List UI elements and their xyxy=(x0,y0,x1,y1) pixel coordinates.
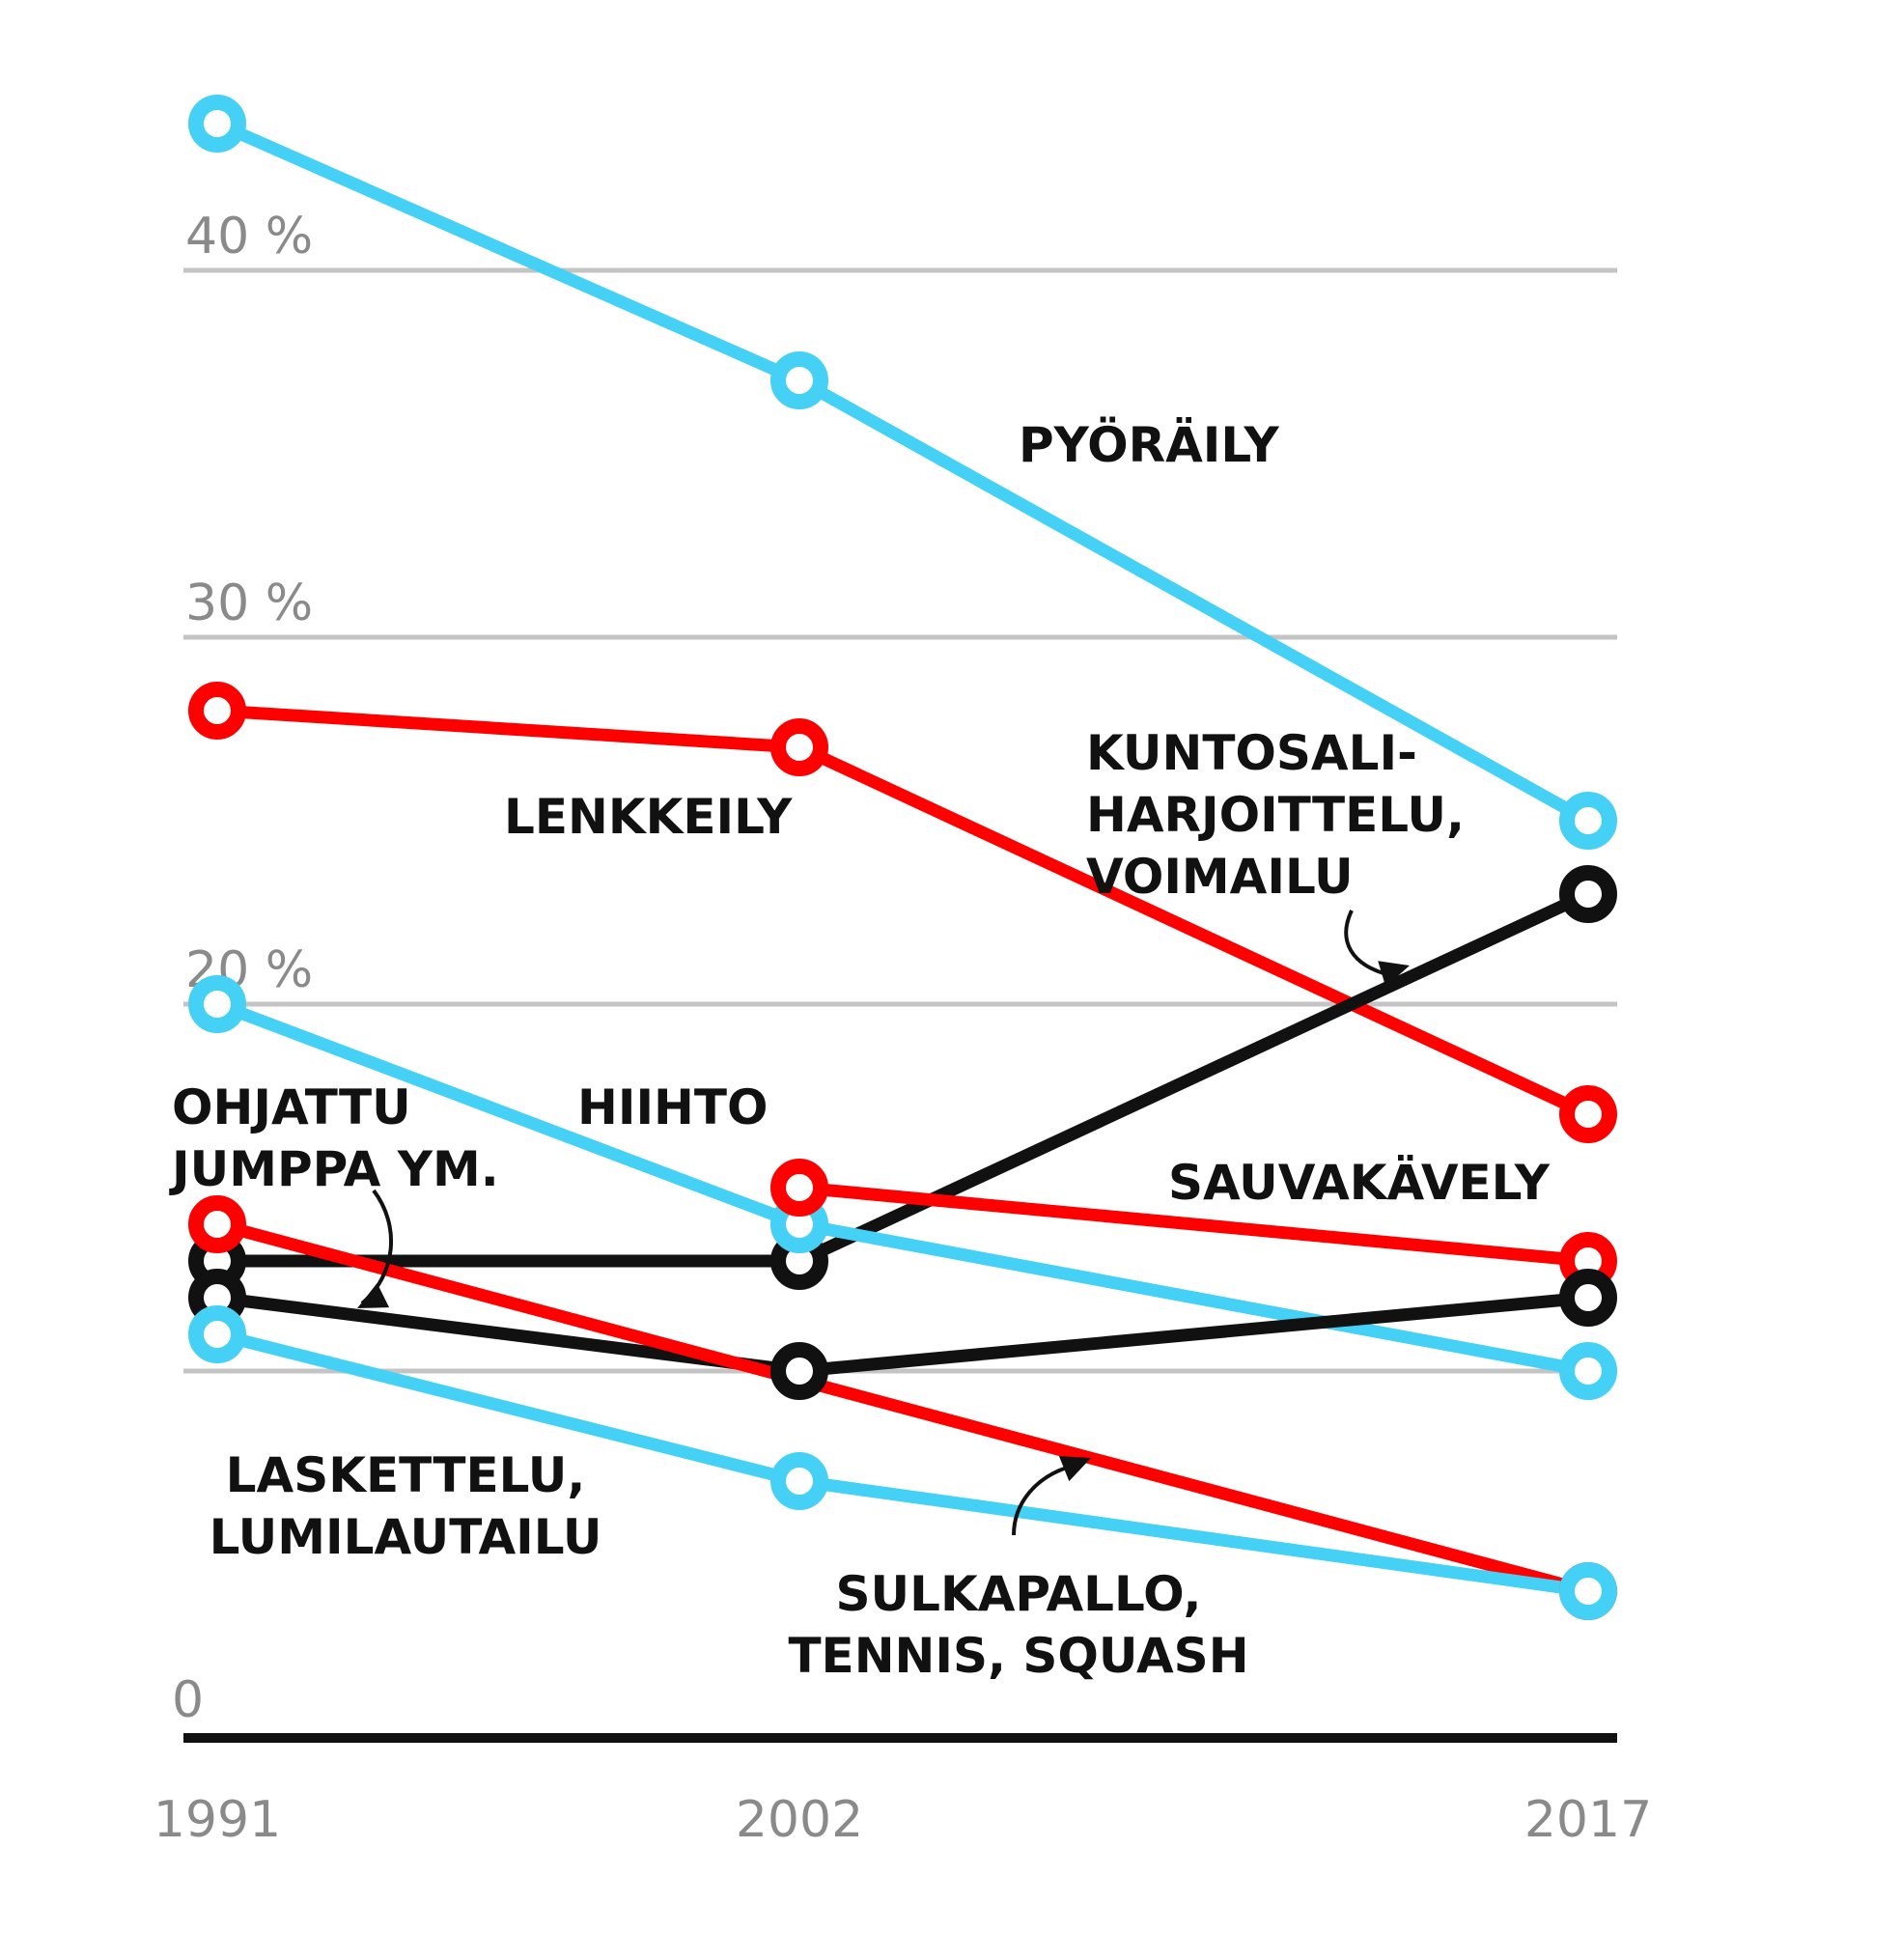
series-label-3: HIIHTO xyxy=(577,1079,769,1135)
x-tick-label-1991: 1991 xyxy=(154,1791,281,1849)
y-tick-labels: 020 %30 %40 % xyxy=(172,208,313,1729)
series-points xyxy=(188,95,1617,1620)
x-tick-labels: 1991 2002 2017 xyxy=(154,1791,1652,1849)
label-arrows xyxy=(357,910,1410,1536)
series-label-5: OHJATTU JUMPPA YM. xyxy=(169,1079,499,1197)
series-label-4: SAUVAKÄVELY xyxy=(1168,1155,1551,1211)
arrow-kuntosali-head xyxy=(1378,961,1410,988)
series-1-point-1991 xyxy=(188,682,246,740)
series-6-point-1991 xyxy=(188,1195,246,1253)
series-line-4 xyxy=(793,1181,1595,1268)
series-1-point-2017 xyxy=(1559,1085,1617,1143)
arrow-jumppa-head xyxy=(357,1283,390,1308)
series-3-point-2017 xyxy=(1559,1342,1617,1400)
series-line-0 xyxy=(210,117,1595,827)
arrow-sulkapallo-head xyxy=(1058,1456,1091,1482)
series-label-1: LENKKEILY xyxy=(504,789,793,845)
series-7-point-1991 xyxy=(188,1305,246,1363)
x-tick-label-2017: 2017 xyxy=(1524,1791,1652,1849)
series-5-point-2002 xyxy=(770,1342,828,1400)
series-label-2: KUNTOSALI-HARJOITTELU, VOIMAILU xyxy=(1086,725,1465,905)
series-7-point-2002 xyxy=(770,1452,828,1510)
series-label-6: SULKAPALLO, TENNIS, SQUASH xyxy=(788,1566,1248,1684)
series-labels: PYÖRÄILY LENKKEILY KUNTOSALI-HARJOITTELU, V… xyxy=(169,416,1551,1684)
y-tick-label-30: 30 % xyxy=(185,574,313,632)
series-4-point-2002 xyxy=(770,1159,828,1217)
series-0-point-1991 xyxy=(188,95,246,153)
series-0-point-2017 xyxy=(1559,792,1617,850)
series-line-6 xyxy=(210,1218,1595,1598)
arrow-sulkapallo-shaft xyxy=(1012,1466,1068,1536)
series-2-point-2017 xyxy=(1559,865,1617,923)
series-1-point-2002 xyxy=(770,718,828,776)
grid-lines xyxy=(183,267,1617,1743)
y-tick-label-40: 40 % xyxy=(185,208,313,266)
series-7-point-2017 xyxy=(1559,1562,1617,1620)
series-3-point-1991 xyxy=(188,975,246,1033)
arrow-kuntosali-shaft xyxy=(1344,910,1391,977)
series-label-7: LASKETTELU, LUMILAUTAILU xyxy=(210,1447,602,1565)
y-tick-label-0: 0 xyxy=(172,1671,204,1729)
series-5-point-2017 xyxy=(1559,1269,1617,1327)
series-0-point-2002 xyxy=(770,351,828,409)
x-tick-label-2002: 2002 xyxy=(736,1791,863,1849)
series-label-0: PYÖRÄILY xyxy=(1019,416,1279,473)
